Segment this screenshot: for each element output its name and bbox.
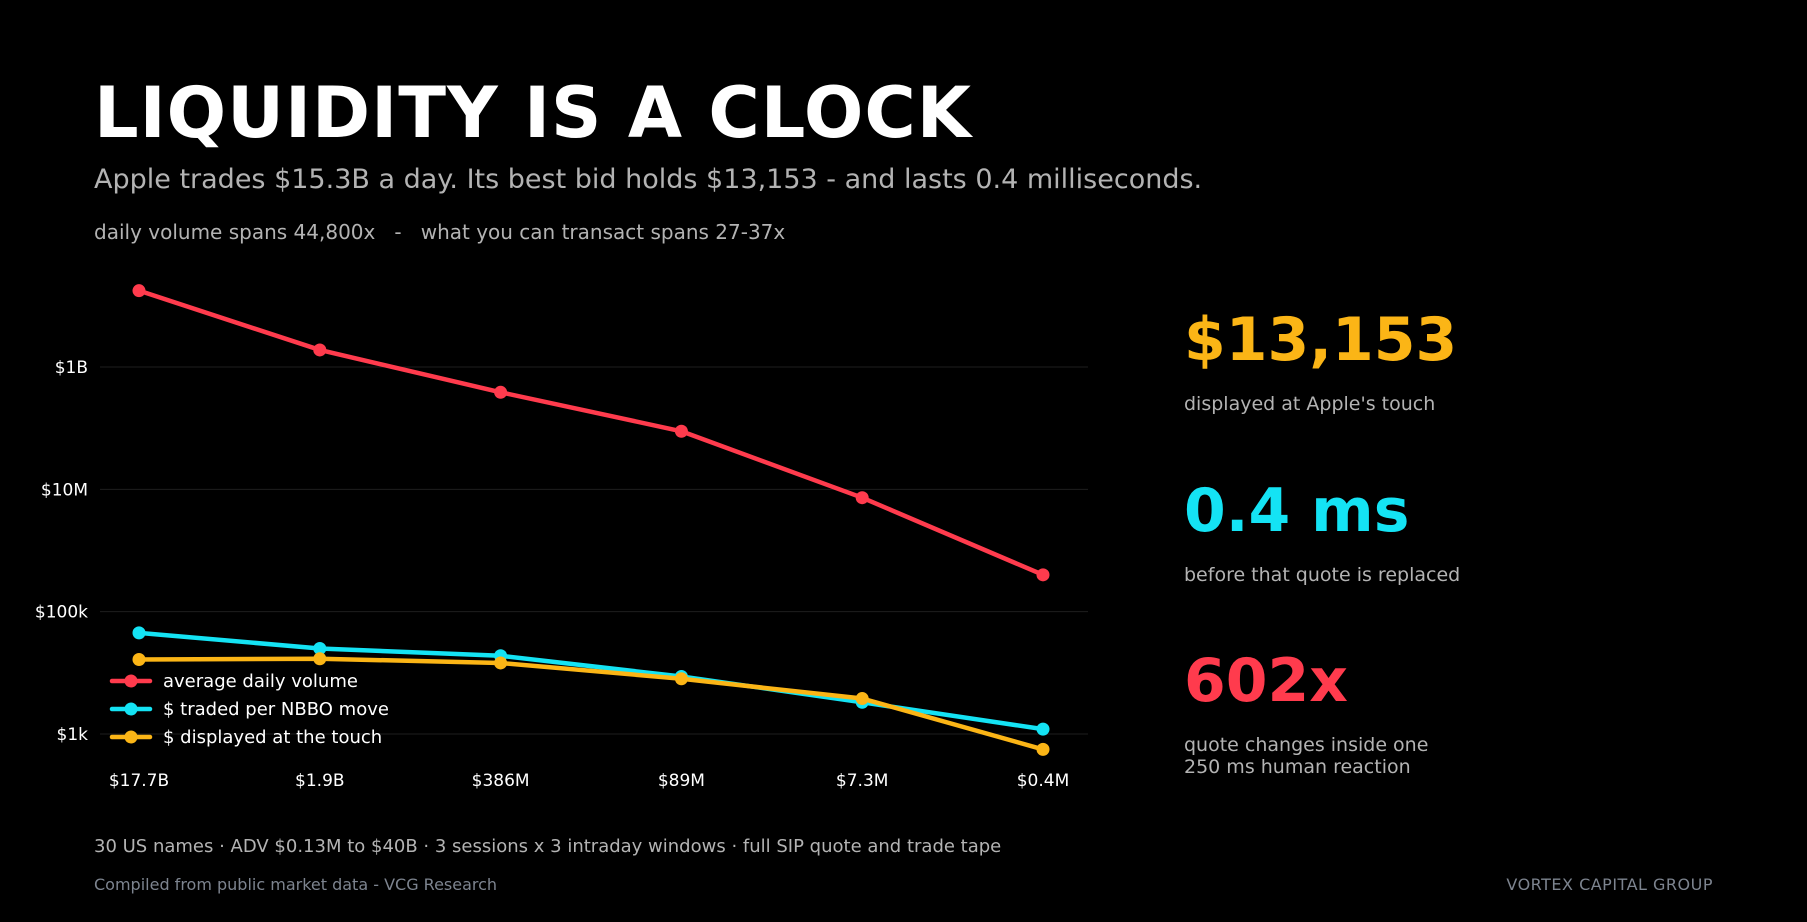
stat-quote-changes: 602x quote changes inside one 250 ms hum… — [1184, 651, 1428, 779]
legend-swatch-marker — [124, 730, 138, 744]
stat-value-lifetime: 0.4 ms — [1184, 476, 1410, 546]
data-point — [132, 653, 146, 667]
stat-label-lifetime: before that quote is replaced — [1184, 564, 1461, 586]
legend-label: $ displayed at the touch — [163, 727, 382, 748]
data-point — [674, 424, 688, 438]
series-line — [136, 656, 1046, 752]
stat-label-changes: quote changes inside one 250 ms human re… — [1184, 734, 1429, 778]
x-tick-label: $386M — [472, 771, 530, 791]
source-credit: Compiled from public market data - VCG R… — [94, 875, 498, 894]
data-point — [855, 692, 869, 706]
data-point — [674, 672, 688, 686]
stat-displayed-touch: $13,153 displayed at Apple's touch — [1184, 310, 1457, 416]
x-tick-label: $1.9B — [295, 771, 345, 791]
data-point — [313, 641, 327, 655]
y-tick-label: $10M — [41, 480, 88, 500]
methodology-note: 30 US names · ADV $0.13M to $40B · 3 ses… — [94, 836, 1002, 857]
line-chart: $1k $100k $10M $1B $17.7B $1.9B $386M $89M $7.3M… — [35, 284, 1088, 791]
legend-swatch-marker — [124, 674, 138, 688]
data-point — [1036, 568, 1050, 582]
data-point — [494, 385, 508, 399]
legend-label: average daily volume — [163, 671, 358, 692]
series-line — [136, 288, 1046, 578]
data-point — [1036, 722, 1050, 736]
data-point — [132, 284, 146, 298]
y-tick-label: $1B — [55, 358, 88, 378]
span-summary: daily volume spans 44,800x - what you ca… — [94, 220, 786, 244]
data-point — [313, 652, 327, 666]
data-point — [313, 343, 327, 357]
data-point — [132, 626, 146, 640]
data-point — [494, 656, 508, 670]
brand-name: VORTEX CAPITAL GROUP — [1506, 875, 1713, 894]
legend-swatch-marker — [124, 702, 138, 716]
chart-subtitle: Apple trades $15.3B a day. Its best bid … — [94, 164, 1203, 195]
chart-title: LIQUIDITY IS A CLOCK — [94, 72, 972, 154]
stat-value-displayed: $13,153 — [1184, 305, 1458, 375]
stat-label-displayed: displayed at Apple's touch — [1184, 393, 1436, 415]
stat-value-changes: 602x — [1184, 646, 1348, 716]
legend-label: $ traded per NBBO move — [163, 699, 389, 720]
data-point — [855, 491, 869, 505]
x-tick-label: $89M — [658, 771, 705, 791]
x-tick-label: $17.7B — [109, 771, 169, 791]
x-tick-label: $7.3M — [836, 771, 889, 791]
data-point — [1036, 742, 1050, 756]
y-tick-label: $1k — [57, 725, 89, 745]
y-tick-label: $100k — [35, 603, 88, 623]
stat-quote-lifetime: 0.4 ms before that quote is replaced — [1184, 481, 1460, 587]
x-tick-label: $0.4M — [1017, 771, 1070, 791]
